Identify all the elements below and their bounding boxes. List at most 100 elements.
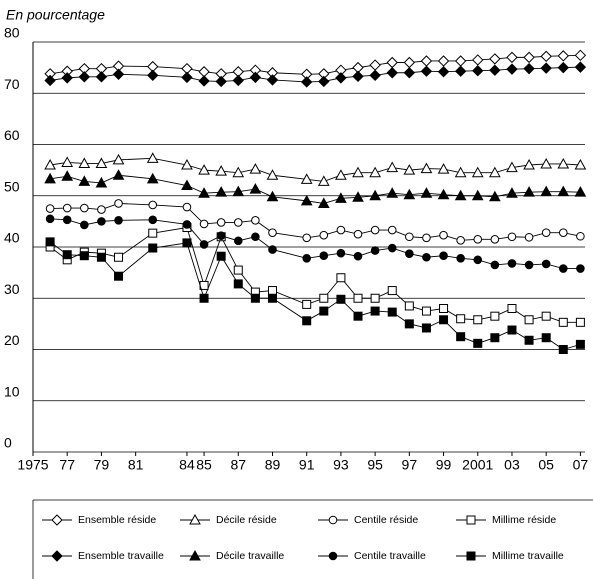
point bbox=[421, 306, 431, 316]
legend-label: Ensemble réside bbox=[78, 514, 156, 526]
point bbox=[45, 204, 55, 213]
point bbox=[181, 179, 193, 190]
point bbox=[540, 50, 552, 63]
point bbox=[524, 260, 534, 270]
x-tick-label: 2001 bbox=[462, 457, 493, 473]
x-tick-label: 84 bbox=[179, 457, 195, 473]
point bbox=[558, 228, 568, 237]
point bbox=[317, 197, 330, 208]
point bbox=[370, 293, 380, 303]
point bbox=[198, 187, 210, 198]
point bbox=[233, 236, 243, 246]
point bbox=[233, 279, 243, 289]
point bbox=[199, 240, 209, 249]
point bbox=[78, 71, 91, 83]
point bbox=[405, 249, 414, 258]
point bbox=[61, 72, 73, 84]
point bbox=[506, 51, 518, 64]
point bbox=[232, 166, 245, 178]
point bbox=[541, 333, 551, 343]
point bbox=[574, 49, 587, 62]
point bbox=[420, 187, 433, 198]
point bbox=[523, 158, 535, 170]
point bbox=[370, 306, 380, 316]
point bbox=[540, 62, 552, 74]
point bbox=[541, 311, 551, 321]
point bbox=[95, 71, 108, 83]
point bbox=[95, 157, 108, 168]
point bbox=[114, 216, 123, 225]
x-tick-label: 85 bbox=[196, 457, 212, 473]
legend-marker bbox=[328, 515, 338, 525]
point bbox=[80, 203, 89, 213]
legend-label: Décile réside bbox=[216, 514, 277, 526]
point bbox=[302, 299, 312, 309]
point bbox=[251, 216, 260, 225]
point bbox=[44, 172, 56, 184]
point bbox=[454, 65, 467, 77]
point bbox=[420, 65, 433, 77]
point bbox=[575, 339, 585, 349]
point bbox=[471, 166, 484, 178]
x-tick-label: 05 bbox=[538, 457, 554, 473]
legend-label: Millime réside bbox=[492, 514, 556, 526]
point bbox=[249, 71, 262, 84]
point bbox=[489, 53, 501, 65]
point bbox=[575, 317, 585, 327]
point bbox=[471, 189, 484, 201]
x-tick-label: 93 bbox=[333, 457, 349, 473]
point bbox=[506, 161, 518, 173]
point bbox=[576, 231, 585, 241]
point bbox=[489, 190, 501, 202]
point bbox=[148, 200, 158, 210]
point bbox=[335, 169, 347, 180]
legend-label: Centile travaille bbox=[354, 550, 426, 562]
series-line bbox=[50, 157, 581, 182]
point bbox=[97, 217, 106, 226]
point bbox=[319, 230, 329, 240]
point bbox=[403, 67, 416, 79]
point bbox=[318, 75, 330, 88]
point bbox=[387, 225, 397, 235]
point bbox=[574, 158, 587, 170]
legend-marker bbox=[466, 551, 476, 561]
point bbox=[249, 163, 262, 174]
point bbox=[198, 75, 210, 87]
point bbox=[352, 70, 364, 83]
legend-label: Décile travaille bbox=[216, 550, 284, 562]
point bbox=[181, 71, 193, 84]
x-tick-label: 79 bbox=[94, 457, 110, 473]
legend-marker bbox=[189, 513, 201, 525]
point bbox=[198, 66, 210, 78]
point bbox=[95, 176, 108, 188]
point bbox=[386, 161, 399, 173]
x-tick-label: 03 bbox=[504, 457, 520, 473]
point bbox=[114, 252, 124, 262]
point bbox=[148, 228, 158, 238]
y-tick-label: 50 bbox=[4, 178, 20, 194]
point bbox=[353, 251, 363, 261]
series-line bbox=[50, 54, 581, 75]
point bbox=[266, 190, 279, 202]
point bbox=[557, 61, 569, 74]
point bbox=[574, 61, 587, 73]
point bbox=[249, 183, 262, 194]
legend-marker bbox=[51, 514, 63, 526]
x-tick-label: 97 bbox=[402, 457, 418, 473]
point bbox=[541, 228, 551, 237]
point bbox=[369, 59, 381, 71]
point bbox=[352, 191, 364, 202]
point bbox=[353, 229, 363, 239]
point bbox=[558, 345, 568, 354]
point bbox=[45, 237, 55, 247]
point bbox=[574, 186, 587, 197]
point bbox=[404, 301, 414, 311]
point bbox=[490, 311, 500, 321]
point bbox=[146, 152, 159, 163]
series-line bbox=[50, 174, 581, 204]
point bbox=[420, 162, 433, 174]
point bbox=[300, 76, 313, 88]
point bbox=[336, 273, 346, 283]
point bbox=[61, 170, 74, 181]
x-tick-label: 07 bbox=[573, 457, 589, 473]
